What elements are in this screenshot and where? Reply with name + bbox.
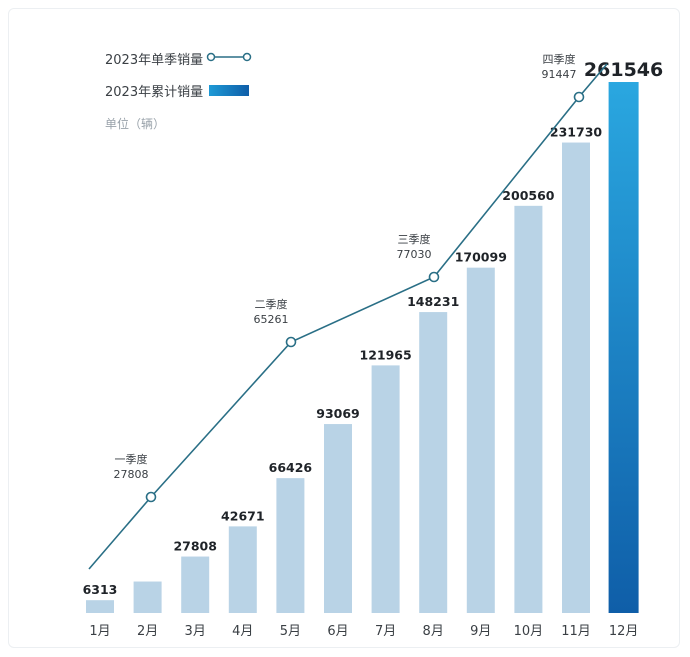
- bar-2: [133, 581, 162, 613]
- quarter-marker-1: [145, 491, 157, 503]
- quarter-marker-2: [285, 336, 297, 348]
- quarter-name-label-3: 三季度: [398, 232, 431, 246]
- bar-3: [181, 556, 210, 613]
- month-tick-label-2: 2月: [137, 624, 158, 639]
- bar-8: [419, 312, 448, 613]
- bar-value-label-6: 93069: [316, 406, 360, 421]
- month-tick-label-5: 5月: [280, 624, 301, 639]
- quarter-marker-3: [428, 271, 440, 283]
- month-tick-label-9: 9月: [470, 624, 491, 639]
- quarter-name-label-1: 一季度: [115, 452, 148, 466]
- quarter-marker-4: [573, 91, 585, 103]
- legend-quarterly-label: 2023年单季销量: [105, 53, 204, 68]
- chart-svg: 6313 27808 42671 66426 93069 121965 148231 1700…: [83, 52, 664, 639]
- month-tick-label-8: 8月: [423, 624, 444, 639]
- bar-12: [608, 82, 639, 613]
- bar-9: [466, 267, 495, 613]
- month-tick-label-4: 4月: [232, 624, 253, 639]
- quarter-name-label-4: 四季度: [543, 52, 576, 66]
- bar-10: [514, 205, 543, 613]
- bar-value-label-4: 42671: [221, 508, 265, 523]
- bar-11: [562, 142, 590, 613]
- month-tick-label-1: 1月: [89, 624, 110, 639]
- legend-quarterly: 2023年单季销量: [105, 49, 203, 68]
- unit-label: 单位（辆）: [105, 117, 166, 131]
- bar-value-label-5: 66426: [269, 460, 313, 475]
- bar-value-label-7: 121965: [360, 347, 412, 362]
- quarter-value-label-2: 65261: [254, 313, 289, 326]
- quarter-value-label-1: 27808: [114, 468, 149, 481]
- bar-4: [228, 526, 257, 613]
- bar-5: [276, 478, 305, 613]
- bar-value-label-11: 231730: [550, 125, 602, 140]
- bar-value-label-1: 6313: [83, 582, 118, 597]
- month-tick-label-7: 7月: [375, 624, 396, 639]
- chart-card: 2023年单季销量 2023年累计销量 单位（辆） 6313 27808 42671…: [8, 8, 680, 648]
- legend-line-swatch: [206, 52, 252, 62]
- quarter-name-label-2: 二季度: [255, 297, 288, 311]
- bar-value-label-12: 261546: [584, 59, 663, 81]
- bar-6: [324, 424, 352, 613]
- quarterly-sales-line: [88, 63, 608, 570]
- bar-value-label-8: 148231: [407, 294, 459, 309]
- bar-value-label-9: 170099: [455, 250, 507, 265]
- month-tick-label-10: 10月: [514, 624, 544, 639]
- month-tick-label-3: 3月: [185, 624, 206, 639]
- quarter-value-label-3: 77030: [397, 248, 432, 261]
- legend-bar-swatch: [209, 85, 249, 96]
- bar-value-label-3: 27808: [173, 539, 217, 554]
- bar-7: [371, 365, 400, 613]
- bar-1: [86, 600, 114, 613]
- quarter-value-label-4: 91447: [542, 68, 577, 81]
- month-tick-label-6: 6月: [327, 624, 348, 639]
- legend-cumulative: 2023年累计销量: [105, 81, 203, 100]
- bar-value-label-10: 200560: [502, 188, 554, 203]
- month-tick-label-11: 11月: [561, 624, 591, 639]
- legend-cumulative-label: 2023年累计销量: [105, 85, 204, 100]
- month-tick-label-12: 12月: [609, 624, 639, 639]
